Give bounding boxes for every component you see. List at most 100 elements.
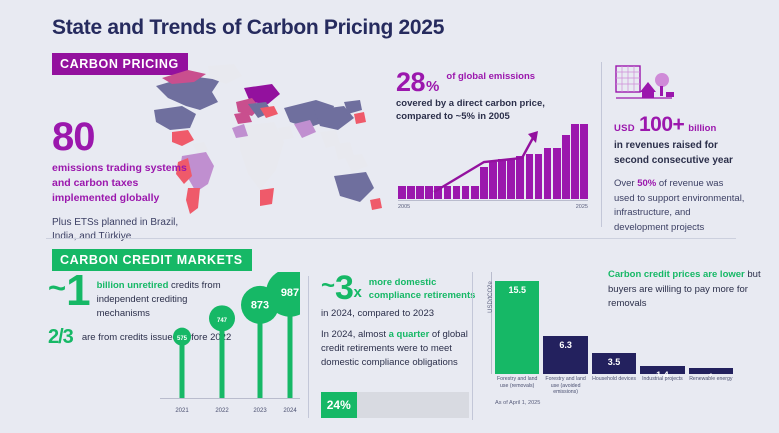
price-category-label: Forestry and land use (avoided emissions… bbox=[545, 376, 586, 395]
quarter-share-value: 24% bbox=[321, 392, 357, 418]
world-map bbox=[148, 58, 384, 230]
stat-80-subtitle: emissions trading systems and carbon tax… bbox=[52, 162, 187, 204]
price-commentary-rest: but buyers are willing to pay more for r… bbox=[608, 269, 761, 310]
stat-28-body: covered by a direct carbon price, compar… bbox=[396, 98, 545, 123]
emissions-axis-label-start: 2005 bbox=[398, 204, 411, 210]
emissions-axis-label-end: 2025 bbox=[575, 204, 588, 210]
emissions-bar bbox=[534, 153, 543, 199]
price-bar-column: 3.5 bbox=[591, 272, 637, 374]
emissions-coverage-chart: 2005 2025 bbox=[398, 118, 588, 210]
emissions-bar bbox=[516, 156, 525, 199]
stat-3x-number: 3 bbox=[335, 269, 354, 307]
quarter-share-bar: 24% bbox=[321, 392, 469, 418]
stat-28-percent-sign: % bbox=[426, 78, 440, 95]
price-bar: 6.3 bbox=[543, 336, 588, 374]
emissions-bar bbox=[398, 185, 406, 199]
price-commentary-bold: Carbon credit prices are lower bbox=[608, 269, 745, 280]
emissions-bar bbox=[561, 135, 570, 199]
price-footnote: As of April 1, 2025 bbox=[495, 400, 541, 406]
stat-3x-line2: In 2024, almost a quarter of global cred… bbox=[321, 328, 481, 371]
emissions-axis-line bbox=[398, 200, 588, 201]
stat-3x-head: more domestic compliance retirements bbox=[368, 277, 476, 301]
price-category-label: Forestry and land use (removals) bbox=[497, 376, 538, 389]
emissions-bar bbox=[452, 185, 461, 199]
stat-two-thirds-text: are from credits issued before 2022 bbox=[81, 331, 232, 343]
unretired-credits-chart: 575 2021 747 2022 873 2023 987 2024 bbox=[160, 272, 300, 420]
lollipop-stem bbox=[179, 336, 185, 398]
emissions-bar bbox=[443, 185, 452, 199]
price-bar-column: 15.5 bbox=[495, 272, 540, 374]
emissions-bar bbox=[434, 185, 443, 199]
lollipop-year-label: 2024 bbox=[283, 408, 297, 414]
price-bar: 15.5 bbox=[495, 281, 540, 374]
stat-3x-line2-post: of global credit retirements were to mee… bbox=[321, 328, 468, 369]
lollipop-value-label: 747 bbox=[217, 318, 228, 324]
city-building-icon bbox=[615, 65, 674, 99]
price-bar-column: 1.4 bbox=[640, 272, 685, 380]
stat-3x-line2-bold: a quarter bbox=[388, 328, 430, 340]
price-category-label: Renewable energy bbox=[689, 376, 733, 382]
emissions-axis-labels: 2005 2025 bbox=[398, 204, 588, 210]
stat-two-thirds-block: 2/3 are from credits issued before 2022 bbox=[48, 326, 238, 349]
stat-1billion-rest: credits from independent crediting mecha… bbox=[96, 280, 221, 319]
usd-label: USD bbox=[614, 123, 635, 134]
stat-80-block: 80 emissions trading systems and carbon … bbox=[52, 115, 202, 245]
stat-80-number: 80 bbox=[52, 115, 96, 159]
emissions-bar bbox=[525, 153, 534, 199]
stat-3x-line1: in 2024, compared to 2023 bbox=[321, 307, 435, 319]
usd-subtitle: in revenues raised for second consecutiv… bbox=[614, 140, 733, 166]
lollipop-axis-line bbox=[160, 398, 300, 399]
emissions-bar bbox=[552, 148, 561, 199]
lollipop-stem bbox=[287, 292, 293, 398]
stat-1billion-text: billion unretired credits from independe… bbox=[97, 276, 238, 320]
emissions-bar bbox=[489, 161, 497, 199]
lollipop-value-label: 575 bbox=[177, 336, 188, 342]
stat-3x-line2-pre: In 2024, almost bbox=[321, 328, 389, 340]
stat-1billion-block: ~ 1 billion unretired credits from indep… bbox=[48, 266, 238, 320]
price-bar: 3.5 bbox=[591, 353, 637, 374]
price-category-label: Industrial projects bbox=[642, 376, 683, 382]
lollipop-stem bbox=[219, 318, 225, 398]
stat-28-number: 28 bbox=[396, 67, 426, 97]
usd-note: Over 50% of revenue was used to support … bbox=[614, 177, 746, 236]
emissions-bar bbox=[479, 167, 488, 199]
section-divider bbox=[46, 238, 736, 239]
stat-3x-x: x bbox=[353, 283, 362, 301]
page-title: State and Trends of Carbon Pricing 2025 bbox=[52, 16, 445, 39]
lollipop-year-label: 2022 bbox=[215, 408, 229, 414]
price-y-axis-line bbox=[491, 272, 492, 374]
lollipop-bubble bbox=[209, 305, 235, 332]
price-category-label: Household devices bbox=[592, 376, 636, 382]
stat-28-head: of global emissions bbox=[446, 71, 536, 82]
emissions-bar bbox=[407, 185, 415, 199]
stat-80-note: Plus ETSs planned in Brazil, India, and … bbox=[52, 216, 179, 243]
price-bar-column: 6.3 bbox=[543, 272, 588, 374]
usd-billion-label: billion bbox=[688, 123, 717, 134]
emissions-bar bbox=[498, 159, 506, 199]
emissions-bar bbox=[461, 185, 470, 199]
lollipop-stem bbox=[257, 304, 263, 398]
emissions-bar bbox=[507, 159, 516, 199]
stat-28-block: 28 % of global emissions covered by a di… bbox=[396, 67, 586, 124]
price-bar: 1 bbox=[688, 368, 734, 382]
section-badge-carbon-credit-markets: CARBON CREDIT MARKETS bbox=[52, 249, 252, 271]
usd-note-post: of revenue was used to support environme… bbox=[614, 178, 745, 234]
price-bar: 1.4 bbox=[640, 365, 685, 380]
lollipop-year-label: 2021 bbox=[175, 408, 189, 414]
stat-1billion-tilde: ~ bbox=[48, 270, 67, 305]
emissions-bar bbox=[416, 185, 424, 199]
credit-prices-chart: USD/tCO2e 15.5 6.3 3.5 1.4 1 Forestry and la… bbox=[472, 272, 743, 420]
stat-1billion-bold: billion unretired bbox=[96, 280, 169, 291]
emissions-bars bbox=[398, 119, 588, 199]
emissions-bar bbox=[470, 185, 479, 199]
lollipop-value-label: 987 bbox=[281, 287, 299, 299]
emissions-bar bbox=[543, 148, 552, 199]
emissions-bar bbox=[425, 185, 434, 199]
lollipop-year-label: 2023 bbox=[253, 408, 267, 414]
stat-two-thirds-fraction: 2/3 bbox=[48, 326, 74, 348]
lollipop-value-label: 873 bbox=[251, 299, 269, 311]
stat-1billion-number: 1 bbox=[66, 266, 91, 315]
domestic-compliance-panel: ~ 3 x more domestic compliance retiremen… bbox=[308, 269, 481, 418]
price-category-labels: Forestry and land use (removals) Forestry… bbox=[495, 376, 733, 396]
